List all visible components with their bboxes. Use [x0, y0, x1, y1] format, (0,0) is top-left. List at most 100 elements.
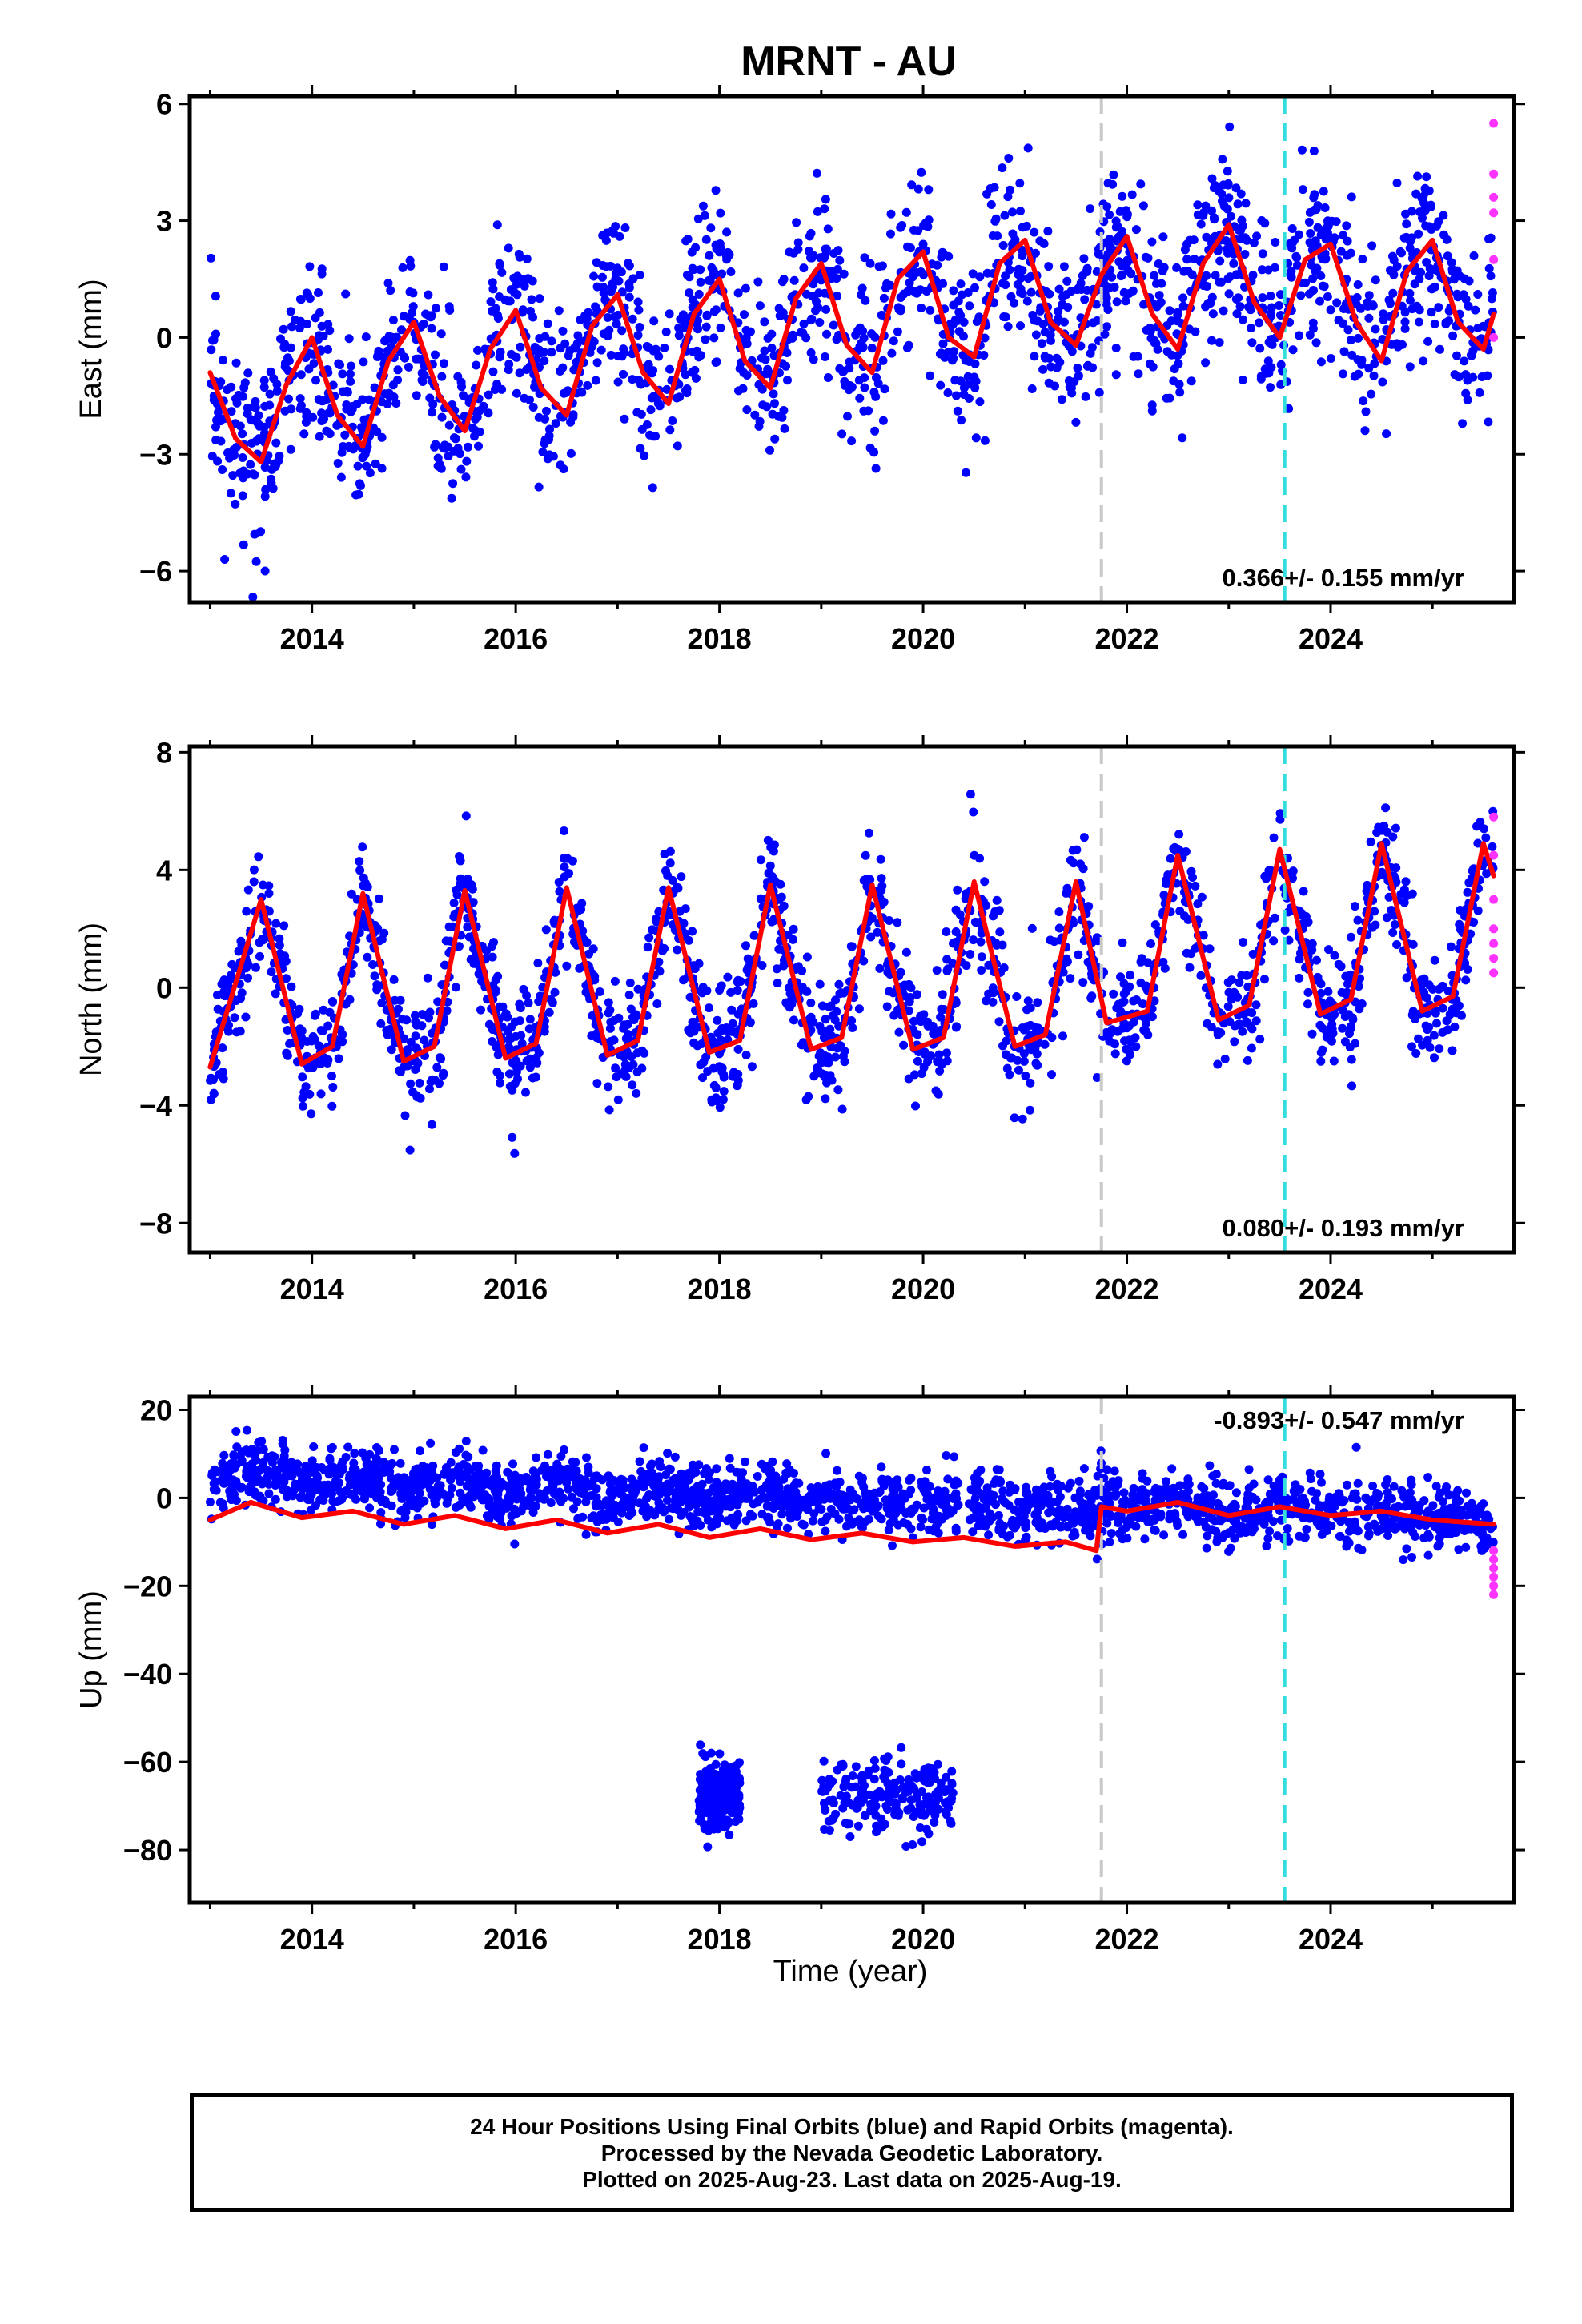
final-orbit-point: [1015, 179, 1025, 188]
plot-area: [206, 1397, 1499, 1903]
final-orbit-point: [1211, 271, 1220, 280]
final-orbit-point: [979, 351, 989, 360]
final-orbit-point: [1307, 1029, 1317, 1039]
final-orbit-point: [383, 279, 393, 288]
final-orbit-point: [719, 1072, 729, 1082]
final-orbit-point: [1072, 845, 1082, 854]
final-orbit-point: [1353, 280, 1363, 289]
final-orbit-point: [610, 312, 619, 322]
final-orbit-point: [528, 403, 538, 412]
final-orbit-point: [660, 943, 669, 953]
final-orbit-point: [661, 327, 671, 336]
final-orbit-point: [694, 959, 704, 968]
final-orbit-point: [398, 1015, 408, 1024]
final-orbit-point: [725, 1463, 735, 1473]
final-orbit-point: [833, 264, 842, 274]
final-orbit-point: [305, 294, 315, 304]
final-orbit-point: [828, 271, 837, 280]
final-orbit-point: [612, 320, 621, 329]
x-tick-label: 2022: [1094, 1273, 1158, 1305]
final-orbit-point: [566, 448, 576, 458]
final-orbit-point: [1150, 920, 1160, 930]
final-orbit-point: [1088, 363, 1098, 372]
final-orbit-point: [315, 308, 324, 317]
final-orbit-point: [498, 1002, 508, 1011]
final-orbit-point: [1215, 256, 1225, 266]
final-orbit-point: [1230, 987, 1239, 997]
final-orbit-point: [1225, 272, 1235, 282]
final-orbit-point: [444, 420, 454, 430]
y-tick-label: 4: [156, 854, 172, 887]
final-orbit-point: [1258, 265, 1267, 275]
final-orbit-point: [1297, 908, 1307, 918]
final-orbit-point: [1346, 336, 1355, 345]
final-orbit-point: [742, 405, 752, 415]
final-orbit-point: [1468, 346, 1478, 356]
final-orbit-point: [1087, 991, 1097, 1001]
final-orbit-point: [1452, 1001, 1462, 1011]
final-orbit-point: [307, 1109, 316, 1119]
final-orbit-point: [1219, 201, 1229, 211]
final-orbit-point: [1071, 417, 1081, 427]
final-orbit-point: [1058, 967, 1068, 977]
final-orbit-point: [970, 359, 980, 368]
final-orbit-point: [648, 483, 657, 493]
final-orbit-point: [1249, 238, 1259, 247]
final-orbit-point: [1357, 999, 1367, 1008]
final-orbit-point: [975, 272, 985, 282]
final-orbit-point: [350, 1449, 359, 1458]
final-orbit-point: [982, 901, 991, 910]
final-orbit-point: [536, 348, 544, 358]
final-orbit-point: [829, 320, 838, 330]
final-orbit-point: [467, 880, 476, 890]
final-orbit-point: [432, 304, 440, 313]
final-orbit-point: [694, 289, 704, 299]
final-orbit-point: [992, 895, 1002, 905]
final-orbit-point: [1356, 304, 1365, 313]
final-orbit-point: [355, 857, 364, 866]
final-orbit-point: [698, 201, 708, 211]
final-orbit-point: [1339, 369, 1347, 379]
final-orbit-point: [382, 1026, 391, 1035]
final-orbit-point: [685, 272, 694, 282]
final-orbit-point: [447, 493, 456, 503]
rapid-orbit-point: [1489, 169, 1499, 179]
final-orbit-point: [1040, 352, 1050, 361]
final-orbit-point: [1054, 907, 1064, 917]
final-orbit-point: [1223, 167, 1232, 176]
final-orbit-point: [1156, 1510, 1166, 1519]
final-orbit-point: [725, 1454, 734, 1463]
final-orbit-point: [1319, 282, 1329, 292]
final-orbit-point: [1067, 388, 1077, 398]
final-orbit-point: [1126, 971, 1135, 980]
final-orbit-point: [504, 1035, 514, 1044]
final-orbit-point: [416, 1446, 424, 1456]
final-orbit-point: [1351, 1442, 1361, 1452]
final-orbit-point: [888, 1541, 897, 1550]
final-orbit-point: [1129, 1017, 1138, 1027]
final-orbit-point: [634, 305, 644, 315]
final-orbit-point: [785, 1003, 794, 1012]
final-orbit-point: [738, 384, 748, 393]
final-orbit-point: [516, 342, 525, 352]
final-orbit-point: [287, 982, 296, 991]
final-orbit-point: [769, 351, 779, 360]
final-orbit-point: [361, 332, 371, 342]
final-orbit-point: [503, 1027, 512, 1036]
final-orbit-point: [1066, 855, 1075, 865]
x-tick-label: 2020: [891, 622, 955, 655]
rapid-orbit-point: [1489, 968, 1499, 978]
final-orbit-point: [298, 1093, 307, 1103]
final-orbit-point: [1086, 204, 1095, 214]
final-orbit-point: [1158, 232, 1168, 242]
final-orbit-point: [406, 1079, 416, 1088]
final-orbit-point: [611, 222, 620, 231]
final-orbit-point: [763, 835, 773, 845]
final-orbit-point: [386, 286, 396, 296]
final-orbit-point: [521, 1088, 530, 1097]
final-orbit-point: [797, 1040, 806, 1050]
final-orbit-point: [235, 1027, 245, 1036]
final-orbit-point: [412, 391, 421, 400]
final-orbit-point: [912, 990, 921, 999]
final-orbit-point: [806, 253, 815, 263]
